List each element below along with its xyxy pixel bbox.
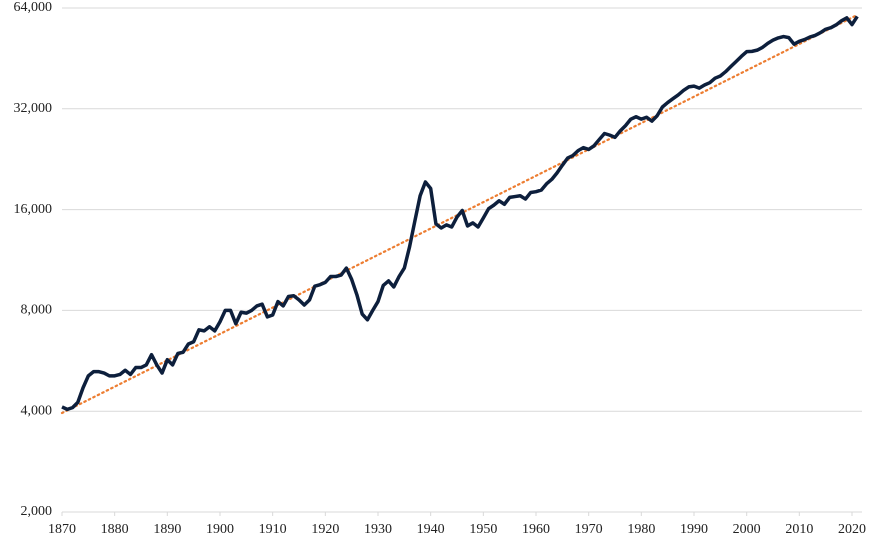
x-tick-label: 1970: [575, 522, 603, 537]
x-tick-label: 2020: [838, 522, 866, 537]
x-tick-label: 2010: [785, 522, 813, 537]
x-tick-label: 1980: [627, 522, 655, 537]
x-tick-label: 1900: [206, 522, 234, 537]
x-tick-label: 1880: [101, 522, 129, 537]
x-tick-label: 1930: [364, 522, 392, 537]
y-tick-label: 4,000: [21, 403, 53, 418]
x-tick-label: 1990: [680, 522, 708, 537]
x-tick-label: 1920: [311, 522, 339, 537]
x-tick-label: 1960: [522, 522, 550, 537]
y-tick-label: 2,000: [21, 504, 53, 519]
y-tick-label: 64,000: [14, 0, 53, 15]
y-tick-label: 8,000: [21, 303, 53, 318]
x-tick-label: 1870: [48, 522, 76, 537]
x-tick-label: 1950: [469, 522, 497, 537]
x-tick-label: 2000: [733, 522, 761, 537]
data-line: [61, 15, 859, 412]
x-tick-label: 1890: [153, 522, 181, 537]
y-tick-label: 16,000: [14, 202, 53, 217]
x-tick-label: 1940: [417, 522, 445, 537]
x-tick-label: 1910: [259, 522, 287, 537]
y-tick-label: 32,000: [14, 101, 53, 116]
